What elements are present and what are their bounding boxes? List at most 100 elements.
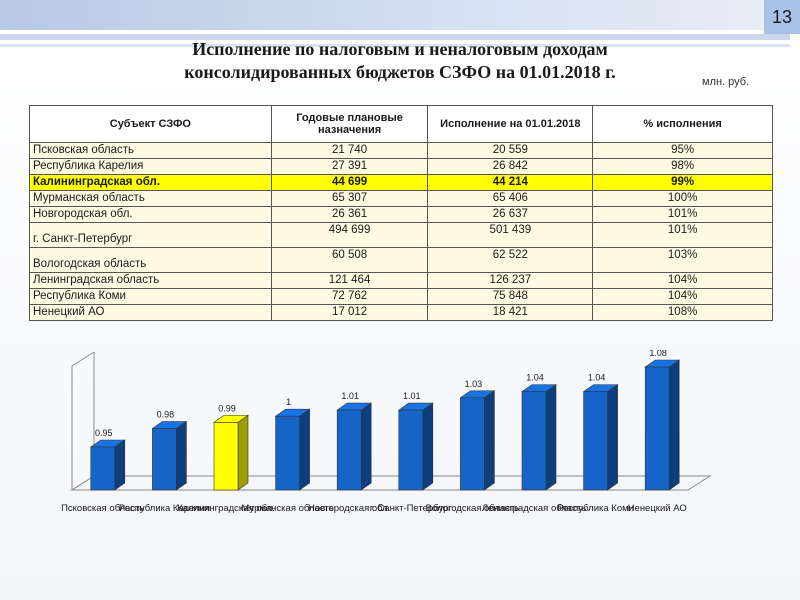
cell-percent: 100% [592, 190, 773, 207]
cell-percent: 108% [592, 304, 773, 321]
col-header-percent: % исполнения [592, 105, 773, 143]
cell-actual: 18 421 [427, 304, 594, 321]
category-label-7: Ленинградская область [482, 503, 586, 514]
table-row: Новгородская обл. 26 361 26 637 101% [29, 206, 773, 223]
cell-plan: 121 464 [270, 272, 429, 289]
bar-7 [521, 391, 547, 491]
cell-actual: 26 637 [427, 206, 594, 223]
bar-side-9 [668, 359, 680, 491]
header-stripe-thin [0, 44, 790, 47]
bar-8 [583, 391, 608, 491]
execution-bar-chart: 0.95 Псковская область 0.98 Республика Каре… [61, 350, 712, 514]
table-row: Вологодская область 60 508 62 522 103% [29, 247, 773, 273]
bar-6 [460, 397, 485, 491]
category-label-2: Калининградская обл. [177, 503, 275, 514]
cell-percent: 98% [592, 158, 773, 175]
category-label-3: Мурманская область [241, 503, 333, 514]
table-header-row: Субъект СЗФО Годовые плановые назначения… [29, 105, 773, 143]
cell-subject: Новгородская обл. [29, 206, 272, 223]
cell-plan: 72 762 [270, 288, 429, 305]
bar-0 [90, 446, 116, 491]
data-label-4: 1.01 [341, 391, 359, 401]
cell-percent: 103% [592, 247, 773, 273]
title-line-1: Исполнение по налоговым и неналоговым до… [192, 39, 608, 59]
bar-2 [213, 422, 239, 491]
cell-percent: 101% [592, 206, 773, 223]
bar-1 [152, 428, 177, 491]
bar-side-2 [237, 414, 249, 491]
bar-3 [275, 415, 300, 491]
table-row: Мурманская область 65 307 65 406 100% [29, 190, 773, 207]
cell-subject: Республика Карелия [29, 158, 272, 175]
table-row: Ненецкий АО 17 012 18 421 108% [29, 304, 773, 321]
col-header-subject: Субъект СЗФО [29, 105, 272, 143]
data-label-6: 1.03 [465, 379, 483, 389]
table-row: Псковская область 21 740 20 559 95% [29, 142, 773, 159]
data-label-5: 1.01 [403, 391, 421, 401]
chart-side-wall [71, 351, 95, 490]
data-label-2: 0.99 [218, 403, 236, 413]
col-header-plan: Годовые плановые назначения [270, 105, 429, 143]
table-row-highlighted: Калининградская обл. 44 699 44 214 99% [29, 174, 773, 191]
cell-percent: 95% [592, 142, 773, 159]
cell-subject: Псковская область [29, 142, 272, 159]
cell-plan: 494 699 [270, 222, 429, 248]
cell-subject: Ненецкий АО [29, 304, 272, 321]
category-label-1: Республика Карелия [119, 503, 210, 514]
cell-subject: Мурманская область [29, 190, 272, 207]
cell-actual: 20 559 [427, 142, 594, 159]
units-label: млн. руб. [702, 76, 750, 88]
bar-side-6 [484, 390, 495, 491]
bar-9 [644, 366, 670, 491]
cell-subject: Ленинградская область [29, 272, 272, 289]
cell-plan: 27 391 [270, 158, 429, 175]
category-label-8: Республика Коми [557, 503, 634, 514]
budget-table: Субъект СЗФО Годовые плановые назначения… [29, 105, 773, 321]
table-row: Республика Карелия 27 391 26 842 98% [29, 158, 773, 175]
category-label-5: г. Санкт-Петербург [370, 503, 453, 514]
cell-actual: 26 842 [427, 158, 594, 175]
header-stripe [0, 34, 790, 40]
cell-subject: Калининградская обл. [29, 174, 272, 191]
cell-actual: 44 214 [427, 174, 594, 191]
cell-plan: 65 307 [270, 190, 429, 207]
bar-side-1 [176, 420, 187, 491]
bar-side-8 [607, 384, 618, 491]
cell-plan: 44 699 [270, 174, 429, 191]
cell-percent: 101% [592, 222, 773, 248]
data-label-8: 1.04 [588, 373, 606, 383]
cell-subject: Республика Коми [29, 288, 272, 305]
bar-side-3 [299, 408, 310, 491]
bar-side-0 [114, 439, 126, 491]
table-row: Республика Коми 72 762 75 848 104% [29, 288, 773, 305]
category-label-4: Новгородская обл. [308, 503, 390, 514]
data-label-1: 0.98 [157, 410, 175, 420]
cell-actual: 501 439 [427, 222, 594, 248]
cell-percent: 104% [592, 272, 773, 289]
bar-4 [336, 409, 362, 491]
bar-side-7 [545, 384, 557, 491]
bar-side-5 [422, 402, 434, 491]
cell-actual: 62 522 [427, 247, 594, 273]
title-line-2: консолидированных бюджетов СЗФО на 01.01… [184, 62, 616, 82]
cell-percent: 104% [592, 288, 773, 305]
cell-actual: 65 406 [427, 190, 594, 207]
header-band [0, 0, 790, 30]
slide-title: Исполнение по налоговым и неналоговым до… [120, 38, 680, 84]
cell-plan: 60 508 [270, 247, 429, 273]
col-header-actual: Исполнение на 01.01.2018 [427, 105, 594, 143]
cell-subject: Вологодская область [29, 247, 272, 273]
cell-actual: 75 848 [427, 288, 594, 305]
data-label-7: 1.04 [526, 373, 544, 383]
cell-percent: 99% [592, 174, 773, 191]
category-label-0: Псковская область [61, 503, 144, 514]
category-label-9: Ненецкий АО [628, 503, 687, 514]
bar-5 [398, 409, 424, 491]
bar-side-4 [360, 402, 372, 491]
cell-actual: 126 237 [427, 272, 594, 289]
page-number: 13 [764, 0, 800, 34]
data-label-3: 1 [286, 397, 291, 407]
cell-plan: 21 740 [270, 142, 429, 159]
category-label-6: Вологодская область [426, 503, 520, 514]
